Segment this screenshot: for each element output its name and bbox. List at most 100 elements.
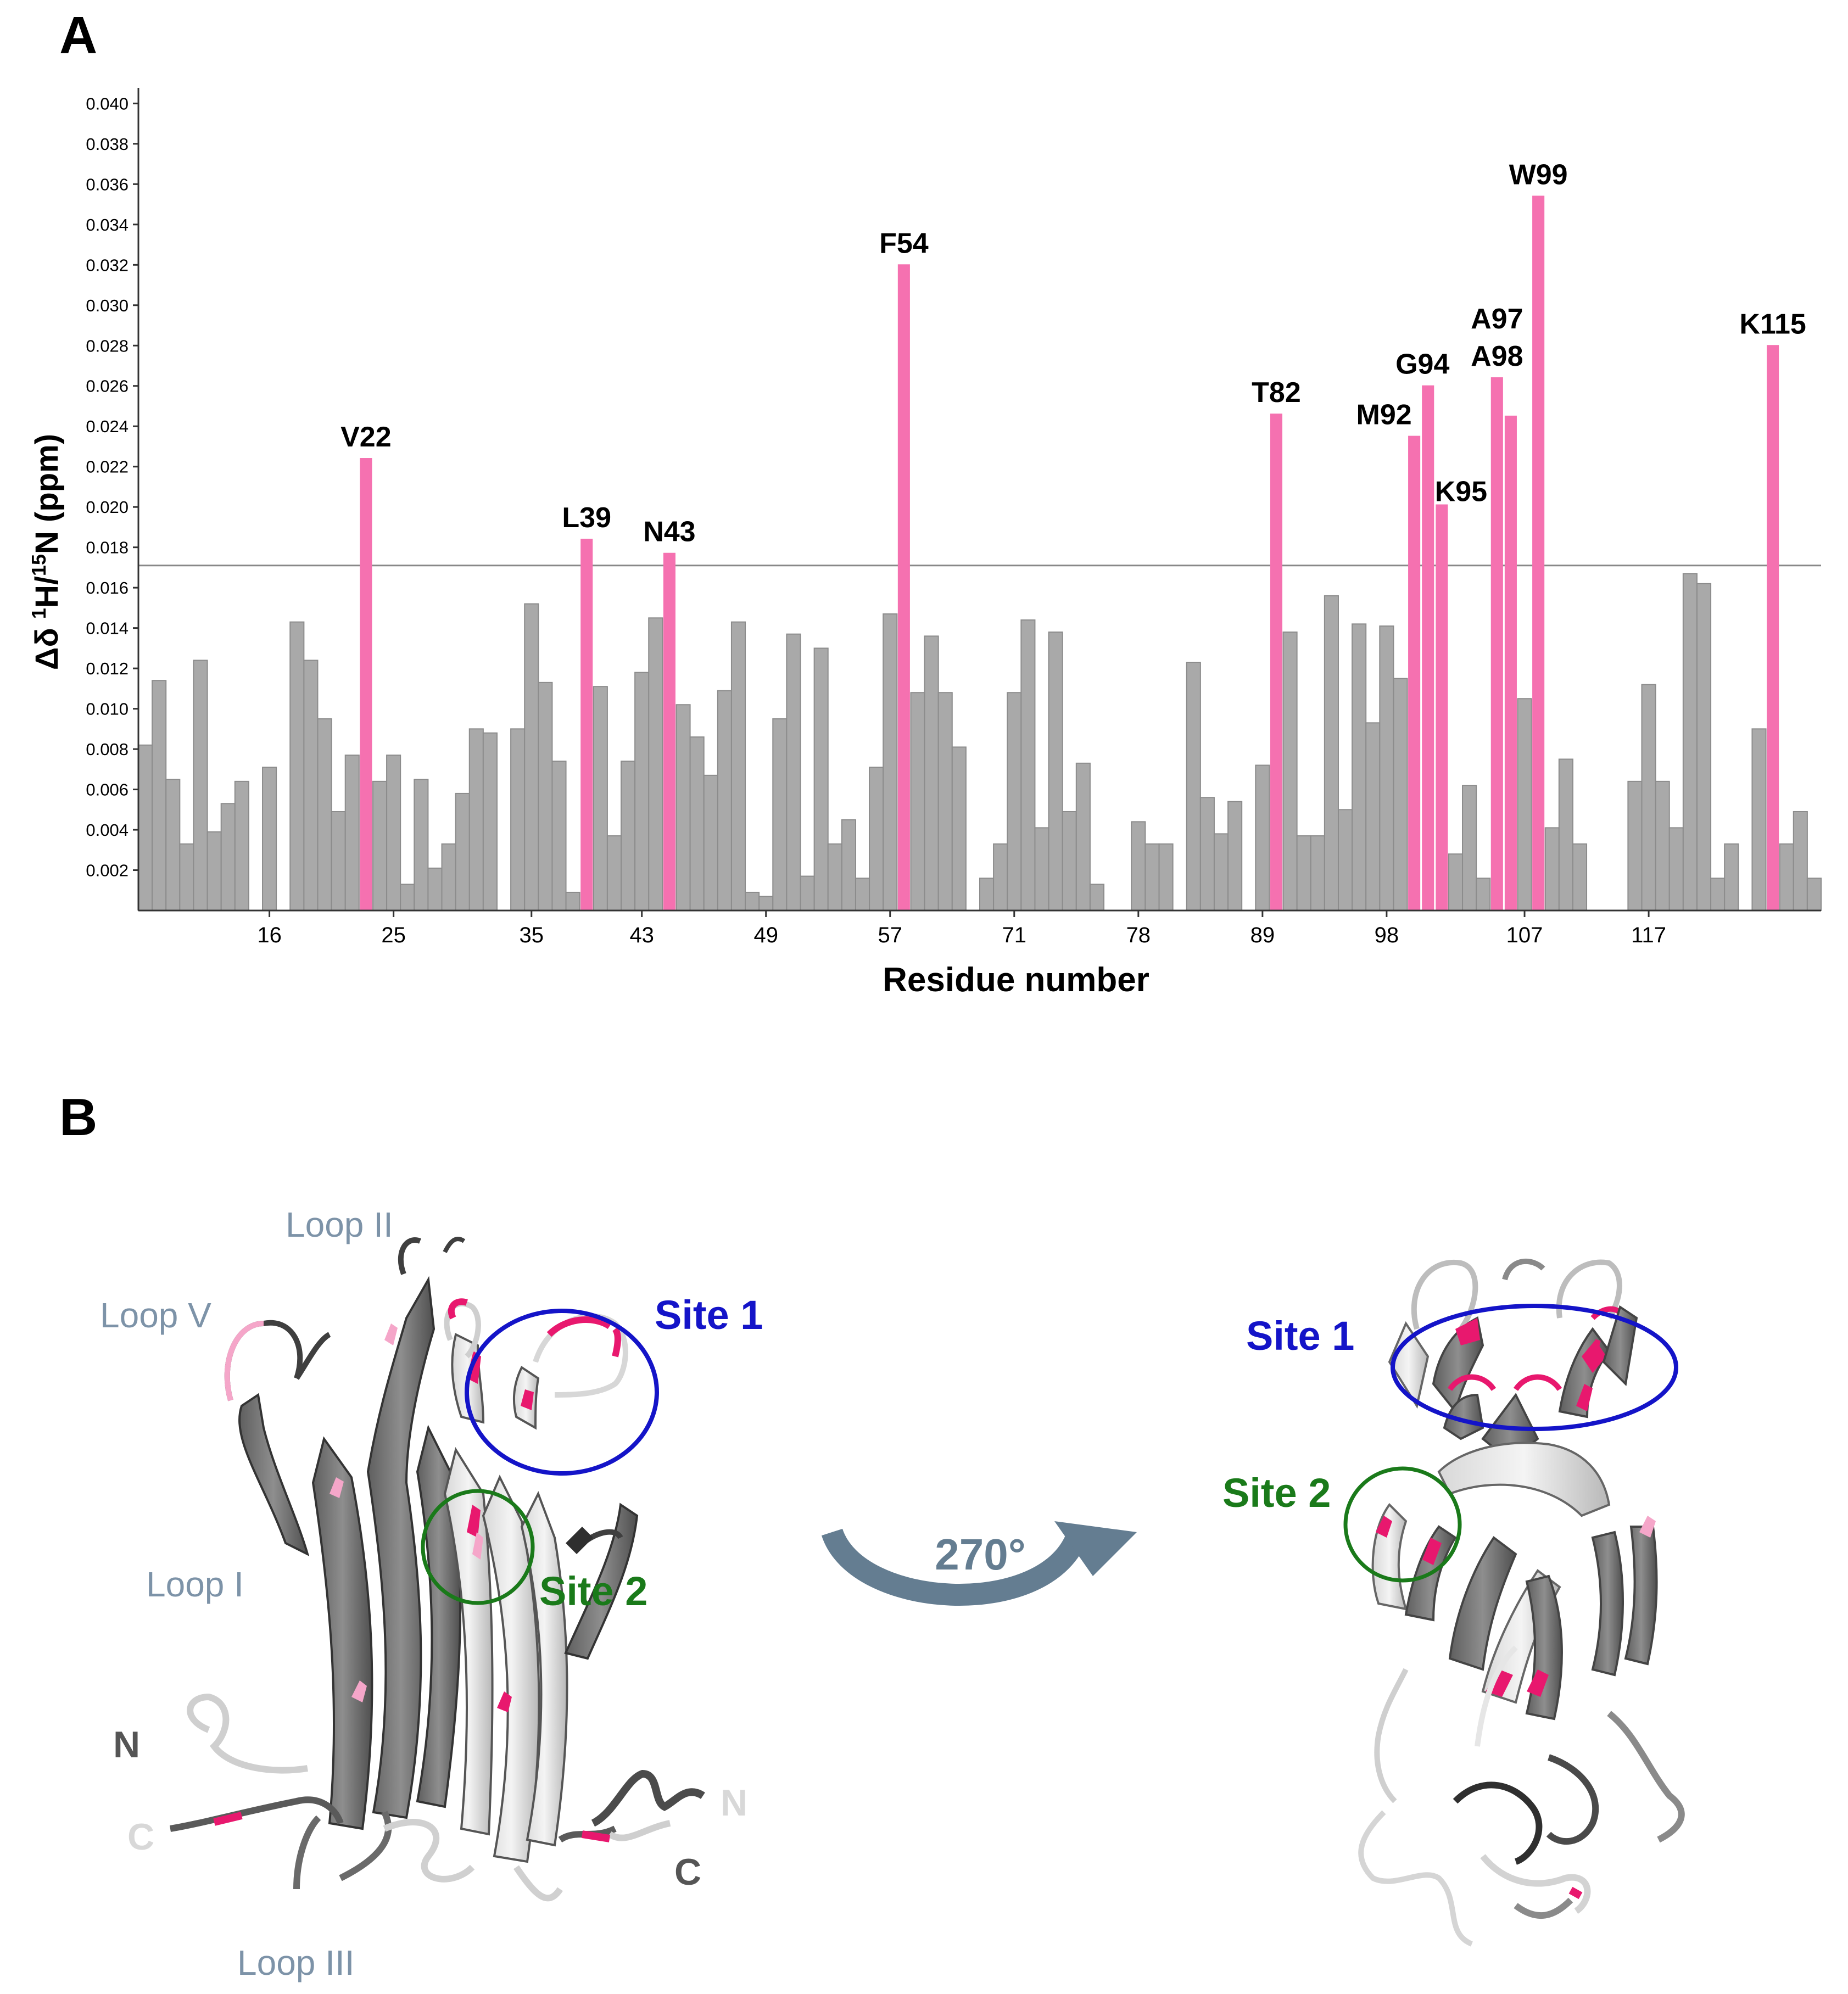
bar — [1062, 811, 1077, 911]
chart-bars — [138, 196, 1822, 912]
c-terminus-light: C — [127, 1816, 154, 1858]
bar — [262, 767, 277, 911]
bar — [1682, 573, 1698, 912]
n-terminus-dark: N — [113, 1724, 140, 1766]
site1-label-left: Site 1 — [655, 1292, 763, 1338]
bar — [841, 819, 856, 912]
bar-label: K115 — [1739, 308, 1806, 340]
rotation-arrow — [821, 1521, 1137, 1606]
bar — [786, 633, 801, 912]
bar — [386, 755, 401, 911]
bar — [551, 761, 567, 911]
site2-circle-left — [421, 1489, 535, 1605]
x-tick-label: 35 — [520, 923, 544, 947]
bar — [800, 875, 815, 912]
bar — [648, 617, 663, 911]
protein-structure-figure: Site 1 Site 2 Loop II Loop V Loop I Loop… — [100, 1205, 1685, 1982]
bar — [1075, 762, 1091, 912]
x-axis-ticks: 16 25 35 43 49 57 71 78 89 98 107 117 — [257, 911, 1666, 947]
bar — [303, 660, 319, 912]
loop-v-label: Loop V — [100, 1295, 211, 1335]
bar — [206, 831, 222, 911]
bar-chart: 0.002 0.004 0.006 0.008 0.010 0.012 0.014 0.016… — [27, 88, 1822, 999]
bar — [220, 803, 236, 912]
bar — [772, 718, 788, 911]
loop-i-label: Loop I — [146, 1565, 244, 1604]
y-tick-label: 0.040 — [86, 94, 129, 113]
bar — [1007, 692, 1022, 911]
bar — [1544, 827, 1560, 911]
bar — [593, 686, 608, 912]
y-tick-label: 0.002 — [86, 861, 129, 880]
site1-circle-right — [1391, 1304, 1678, 1431]
x-tick-label: 107 — [1506, 923, 1543, 947]
bar-highlighted — [1490, 377, 1503, 911]
bar — [1020, 619, 1036, 912]
bar — [331, 811, 346, 911]
bar — [689, 736, 705, 912]
y-tick-label: 0.020 — [86, 498, 129, 517]
bar — [606, 835, 622, 912]
bar — [1310, 835, 1325, 912]
bar — [482, 732, 498, 912]
bar — [703, 774, 718, 911]
y-tick-label: 0.008 — [86, 740, 129, 759]
bar — [1641, 684, 1656, 911]
y-tick-label: 0.028 — [86, 336, 129, 355]
bar — [400, 884, 415, 911]
bar — [717, 690, 732, 912]
bar — [1655, 780, 1670, 911]
bar — [855, 878, 870, 911]
bar-highlighted — [1532, 196, 1545, 911]
bar-highlighted — [1504, 415, 1517, 911]
bar — [1696, 583, 1712, 912]
y-tick-label: 0.024 — [86, 417, 129, 436]
bar — [1324, 595, 1339, 911]
structure-left — [170, 1237, 705, 1902]
bar — [813, 647, 829, 911]
bar — [414, 779, 429, 911]
bar-label: K95 — [1435, 476, 1487, 508]
site2-label-right: Site 2 — [1222, 1470, 1331, 1516]
bar-highlighted — [663, 552, 675, 911]
x-axis-title: Residue number — [883, 961, 1149, 999]
bar — [565, 891, 580, 912]
bar — [138, 744, 153, 911]
bar — [1144, 843, 1160, 912]
x-tick-label: 78 — [1126, 923, 1151, 947]
bar — [1186, 662, 1201, 911]
bar-label: T82 — [1252, 377, 1301, 409]
y-tick-label: 0.022 — [86, 457, 129, 477]
bar — [1793, 811, 1808, 911]
y-tick-label: 0.030 — [86, 296, 129, 315]
bar — [234, 780, 249, 911]
x-tick-label: 98 — [1375, 923, 1399, 947]
bar — [745, 891, 760, 912]
y-tick-label: 0.034 — [86, 215, 129, 234]
bar-label: M92 — [1356, 399, 1412, 431]
bar — [730, 621, 746, 911]
bar-label: W99 — [1509, 159, 1568, 191]
bar — [152, 680, 167, 912]
bar — [758, 896, 774, 912]
y-tick-label: 0.016 — [86, 578, 129, 597]
y-tick-label: 0.036 — [86, 175, 129, 194]
panel-label-b: B — [59, 1088, 98, 1147]
bar-highlighted — [897, 264, 910, 911]
bar — [869, 767, 884, 911]
bar-label: V22 — [340, 421, 392, 453]
x-tick-label: 16 — [257, 923, 282, 947]
bar — [1158, 843, 1174, 912]
bar — [1462, 785, 1477, 911]
bar — [1393, 678, 1408, 911]
bar — [510, 728, 526, 911]
bar — [1627, 780, 1643, 911]
panel-label-a: A — [59, 6, 98, 65]
x-tick-label: 43 — [629, 923, 654, 947]
bar — [344, 755, 360, 911]
site1-label-right: Site 1 — [1246, 1313, 1354, 1359]
bar — [1199, 797, 1215, 911]
bar — [1337, 809, 1353, 912]
bar — [827, 843, 842, 912]
bar — [937, 692, 953, 911]
